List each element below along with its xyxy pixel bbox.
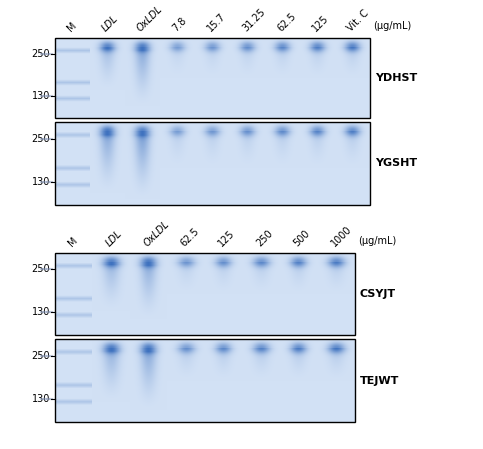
Text: CSYJT: CSYJT [360, 289, 396, 299]
Bar [55, 122, 370, 205]
Text: M: M [65, 20, 79, 33]
Text: 62.5: 62.5 [275, 11, 298, 33]
Text: 7.8: 7.8 [170, 15, 188, 33]
Text: 130: 130 [31, 91, 50, 101]
Text: 1000: 1000 [329, 224, 354, 248]
Bar [55, 339, 355, 422]
Text: 31.25: 31.25 [241, 6, 267, 33]
Text: (μg/mL): (μg/mL) [373, 21, 411, 31]
Text: 62.5: 62.5 [179, 226, 201, 248]
Text: YGSHT: YGSHT [375, 158, 417, 168]
Text: 500: 500 [292, 228, 312, 248]
Text: LDL: LDL [104, 228, 124, 248]
Text: Vit. C: Vit. C [345, 8, 371, 33]
Text: YDHST: YDHST [375, 73, 417, 83]
Text: OxLDL: OxLDL [135, 4, 165, 33]
Text: 250: 250 [254, 228, 274, 248]
Text: TEJWT: TEJWT [360, 375, 399, 386]
Bar [55, 38, 370, 118]
Text: 250: 250 [31, 264, 50, 274]
Text: 15.7: 15.7 [205, 11, 228, 33]
Text: LDL: LDL [100, 13, 120, 33]
Text: OxLDL: OxLDL [142, 219, 171, 248]
Text: 130: 130 [31, 307, 50, 317]
Text: 130: 130 [31, 394, 50, 404]
Text: M: M [67, 235, 80, 248]
Text: 250: 250 [31, 134, 50, 144]
Text: 125: 125 [217, 228, 237, 248]
Text: 125: 125 [311, 13, 331, 33]
Text: 250: 250 [31, 49, 50, 59]
Text: 130: 130 [31, 177, 50, 187]
Bar [55, 253, 355, 335]
Text: 250: 250 [31, 351, 50, 361]
Text: (μg/mL): (μg/mL) [358, 236, 396, 246]
